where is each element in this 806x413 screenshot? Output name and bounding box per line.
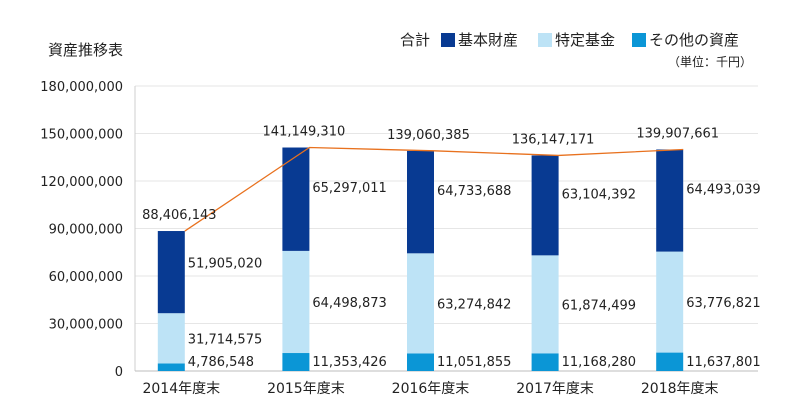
data-label-specific-funds: 61,874,499 [562, 298, 636, 313]
x-tick-label: 2018年度末 [641, 381, 719, 397]
legend: 合計 基本財産 特定基金 その他の資産 [400, 31, 739, 49]
data-label-basic-assets: 64,733,688 [437, 184, 511, 199]
total-label: 136,147,171 [512, 132, 595, 147]
total-label: 88,406,143 [142, 208, 216, 223]
y-tick-label: 30,000,000 [49, 318, 123, 333]
bar-segment-specific-funds [407, 253, 434, 354]
y-tick-label: 0 [115, 365, 123, 380]
bar-segment-other-assets [407, 353, 434, 371]
bar-segment-basic-assets [407, 150, 434, 254]
data-label-other-assets: 11,353,426 [312, 355, 386, 370]
legend-total-label: 合計 [400, 31, 430, 49]
legend-label-other-assets: その他の資産 [649, 31, 739, 49]
x-tick-label: 2016年度末 [392, 381, 470, 397]
bar-segment-other-assets [157, 363, 185, 371]
total-label: 139,060,385 [387, 128, 470, 143]
bar-segment-other-assets [282, 353, 310, 371]
bar-segment-specific-funds [656, 251, 684, 353]
y-tick-label: 150,000,000 [40, 128, 123, 143]
total-label: 139,907,661 [636, 126, 719, 141]
y-tick-label: 60,000,000 [49, 270, 123, 285]
bar-segment-basic-assets [282, 147, 310, 251]
y-axis: 180,000,000 150,000,000 120,000,000 90,000,… [40, 80, 758, 380]
y-tick-label: 120,000,000 [40, 175, 123, 190]
data-label-other-assets: 11,637,801 [686, 355, 760, 370]
total-line [184, 146, 684, 232]
bar-segment-other-assets [656, 352, 684, 371]
unit-label: （単位：千円） [668, 54, 752, 69]
bar-segment-specific-funds [282, 250, 310, 354]
bar-segment-basic-assets [656, 149, 684, 252]
legend-swatch-other-assets [632, 33, 646, 47]
data-label-other-assets: 4,786,548 [188, 355, 254, 370]
bar-segment-specific-funds [157, 313, 185, 364]
data-label-basic-assets: 65,297,011 [312, 181, 386, 196]
bar-segment-basic-assets [157, 231, 185, 314]
x-axis: 2014年度末 2015年度末 2016年度末 2017年度末 2018年度末 [142, 381, 718, 397]
data-label-basic-assets: 64,493,039 [686, 182, 760, 197]
data-label-other-assets: 11,168,280 [562, 355, 636, 370]
data-label-basic-assets: 63,104,392 [562, 187, 636, 202]
total-label: 141,149,310 [263, 125, 346, 140]
data-label-specific-funds: 31,714,575 [188, 332, 262, 347]
data-label-basic-assets: 51,905,020 [188, 256, 262, 271]
y-tick-label: 90,000,000 [49, 223, 123, 238]
legend-swatch-basic-assets [441, 33, 455, 47]
chart-title: 資産推移表 [48, 41, 123, 59]
data-label-specific-funds: 64,498,873 [312, 296, 386, 311]
bar-segment-other-assets [531, 353, 559, 371]
legend-label-specific-funds: 特定基金 [555, 31, 615, 49]
data-label-other-assets: 11,051,855 [437, 355, 511, 370]
legend-label-basic-assets: 基本財産 [458, 31, 518, 49]
bar-segment-basic-assets [531, 155, 559, 256]
plot-area: 4,786,548 31,714,575 51,905,020 11,353,426 6… [142, 125, 761, 371]
data-label-specific-funds: 63,776,821 [686, 296, 760, 311]
legend-swatch-specific-funds [538, 33, 552, 47]
bar-segment-specific-funds [531, 255, 559, 354]
data-label-specific-funds: 63,274,842 [437, 297, 511, 312]
y-tick-label: 180,000,000 [40, 80, 123, 95]
x-tick-label: 2014年度末 [142, 381, 220, 397]
x-tick-label: 2017年度末 [516, 381, 594, 397]
x-tick-label: 2015年度末 [267, 381, 345, 397]
